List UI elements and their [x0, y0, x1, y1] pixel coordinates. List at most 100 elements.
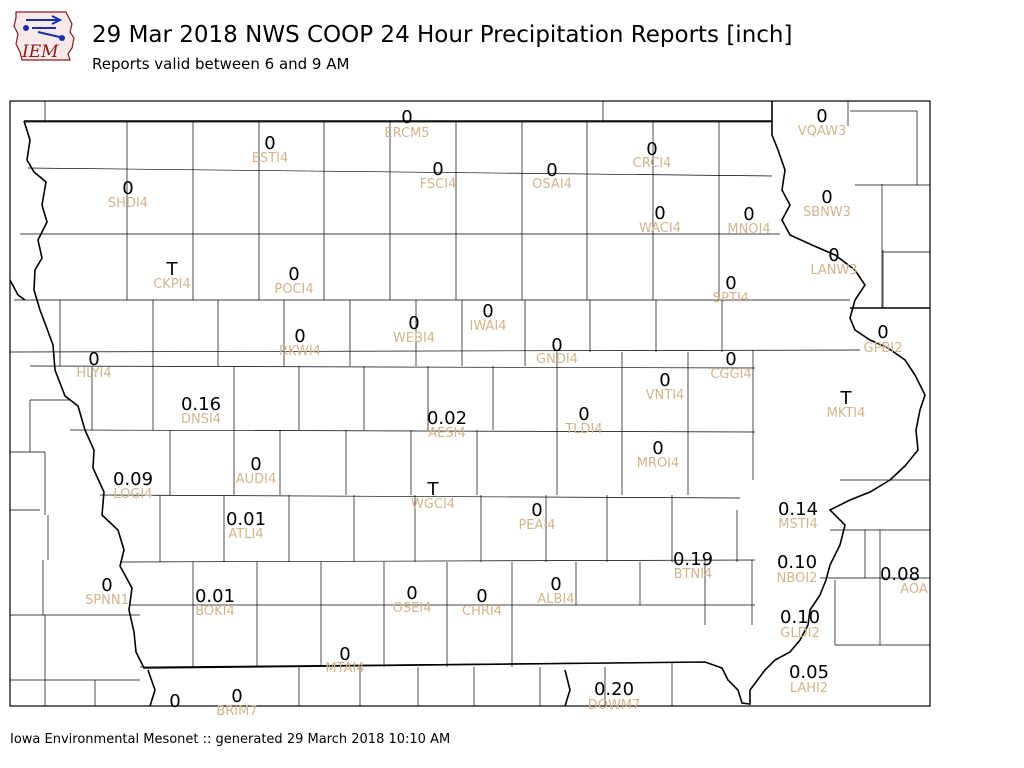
wind-arrow-icon: [26, 15, 65, 39]
precip-value: 0: [828, 245, 839, 266]
precip-value: 0: [877, 322, 888, 343]
station-id: CKPI4: [153, 277, 191, 292]
station-id: WGCI4: [411, 497, 455, 512]
station-id: PEAI4: [518, 518, 555, 533]
station-id: DNSI4: [181, 412, 221, 427]
station-id: BRIM7: [216, 704, 257, 719]
precip-value: 0: [288, 264, 299, 285]
station-id: TLDI4: [564, 422, 602, 437]
precip-value: 0.02: [427, 408, 467, 429]
precip-value: T: [840, 388, 853, 409]
precip-value: 0: [294, 326, 305, 347]
station-id: LOGI4: [113, 487, 152, 502]
precip-value: 0.01: [195, 586, 235, 607]
precip-value: 0: [725, 273, 736, 294]
precip-value: 0: [432, 159, 443, 180]
precip-value: 0.05: [789, 662, 829, 683]
precip-value: 0.09: [113, 469, 153, 490]
precip-value: 0.10: [780, 607, 820, 628]
precip-value: 0: [654, 203, 665, 224]
state-boundaries: [10, 101, 930, 706]
station-id: BTNI4: [674, 567, 713, 582]
precip-value: 0.19: [673, 549, 713, 570]
precip-value: 0: [406, 583, 417, 604]
station-id: FSCI4: [420, 177, 457, 192]
station-id: NBOI2: [777, 571, 818, 586]
precip-value: 0: [88, 349, 99, 370]
station-report: 0: [169, 691, 180, 712]
wind-dot-icon: [59, 35, 65, 41]
station-id: AESI4: [428, 426, 465, 441]
wind-dot-icon: [23, 25, 29, 31]
precip-value: 0: [476, 586, 487, 607]
precip-value: 0: [169, 691, 180, 712]
station-id: SBNW3: [803, 205, 851, 220]
station-id: ESTI4: [252, 151, 289, 166]
station-id: HLYI4: [76, 366, 111, 381]
station-id: OSEI4: [393, 601, 432, 616]
station-id: VNTI4: [646, 388, 685, 403]
precip-value: 0: [743, 204, 754, 225]
station-id: WEBI4: [393, 331, 435, 346]
station-id: CHRI4: [462, 604, 502, 619]
precip-value: 0: [725, 349, 736, 370]
station-id: MROI4: [637, 456, 680, 471]
station-id: POCI4: [274, 282, 313, 297]
precip-value: 0: [821, 187, 832, 208]
station-id: SPTI4: [713, 291, 749, 306]
precip-value: 0: [482, 301, 493, 322]
station-id: IWAI4: [470, 319, 507, 334]
station-id: CRCI4: [633, 156, 672, 171]
station-id: SPNN1: [85, 593, 129, 608]
precip-value: T: [166, 259, 179, 280]
footer-text: Iowa Environmental Mesonet :: generated …: [10, 732, 451, 747]
station-id: LANW3: [810, 263, 857, 278]
station-id: AOA: [900, 582, 928, 597]
precip-value: 0: [551, 335, 562, 356]
precip-value: 0: [652, 438, 663, 459]
station-id: RKWI4: [279, 344, 321, 359]
precip-value: 0: [659, 370, 670, 391]
station-id: SHDI4: [108, 196, 148, 211]
station-id: LAHI2: [790, 681, 828, 696]
station-id: MSTI4: [778, 517, 818, 532]
precip-value: 0: [264, 133, 275, 154]
station-id: ALBI4: [537, 592, 574, 607]
station-id: MTAI4: [325, 661, 364, 676]
precip-value: 0: [408, 313, 419, 334]
station-id: AUDI4: [236, 472, 277, 487]
